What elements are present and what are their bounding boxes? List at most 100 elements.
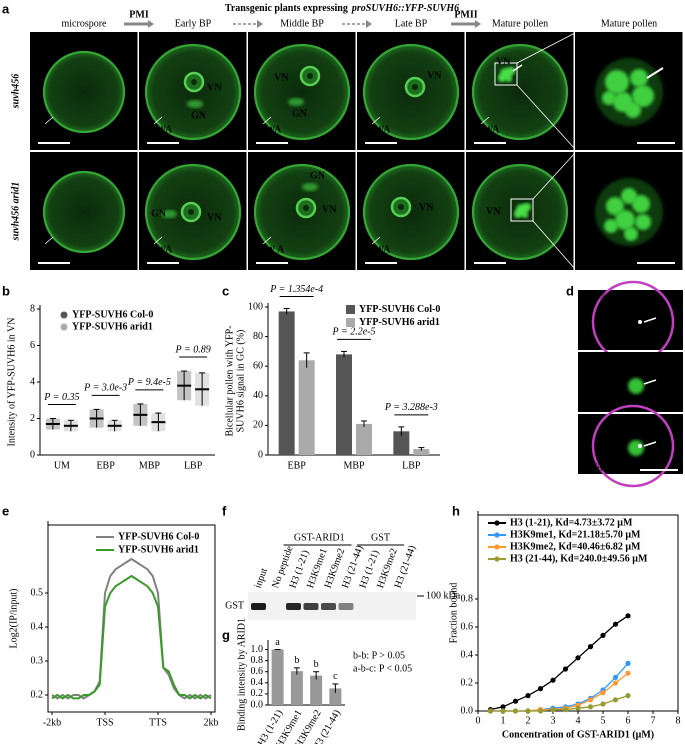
panel-label: f [222,503,227,518]
pointer-arrow [512,64,523,72]
legend-label: YFP-SUVH6 arid1 [118,544,199,555]
series-line [490,672,629,712]
title-text: Transgenic plants expressing [225,3,348,14]
wall-pointer [153,236,163,245]
y-tick-label: 0.2 [251,688,264,699]
bar [278,311,295,455]
yfp-nucleus [628,440,644,456]
y-tick-label: 60 [253,360,263,371]
bar [413,449,430,455]
nucleolus [303,205,309,211]
x-tick-label: 2 [526,715,531,726]
data-point [550,677,556,683]
pointer-arrow [646,67,664,79]
sample-size: n=315 [470,36,496,47]
rfp-cell [591,404,675,488]
panel-label: h [452,503,460,518]
pointer-arrow [643,441,657,447]
data-point [587,704,594,710]
data-point [600,690,606,696]
cell-label: CWA [367,244,391,255]
cell-label: VN [207,82,222,93]
column-header: Mature pollen [492,18,548,29]
panel-label: a [2,1,10,16]
data-point [500,708,506,714]
cell-label: GN [310,170,326,181]
panel-label: d [566,283,574,298]
legend-label: YFP-SUVH6 Col-0 [72,309,153,320]
nucleus-blob [602,91,616,105]
panel-label: e [2,503,9,518]
data-point [625,613,631,619]
group-label: GST-ARID1 [294,532,345,543]
row-label: suvh456 arid1 [10,182,21,242]
x-tick-label: 0 [476,715,481,726]
x-tick-label: LBP [184,460,203,471]
series-line [490,615,629,711]
p-value: P = 0.35 [43,392,79,403]
series-line [51,574,212,700]
nucleus-blob [514,210,522,218]
gel-band [251,603,266,610]
legend-swatch [346,318,355,327]
bar [329,688,342,705]
nucleus-blob [635,214,651,230]
pollen-cell [42,170,126,254]
wall-pointer [480,116,490,125]
cell-label: VN [496,56,511,67]
column-header: Middle BP [280,18,324,29]
nucleolus [191,79,197,85]
channel-label: Merge [617,428,643,439]
nucleus-blob [604,219,618,233]
column-header: Early BP [175,18,212,29]
data-point [587,697,594,703]
y-tick-label: 0.6 [251,666,264,677]
bar [336,354,352,455]
legend-label: H3 (1-21), Kd=4.73±3.72 μM [510,517,633,528]
column-header: Late BP [395,18,428,29]
generative-nucleus [302,183,318,191]
cell-label: GN [191,110,207,121]
significance-letter: a [275,637,280,648]
annotation: a-b-c: P < 0.05 [353,663,412,674]
legend-swatch [346,305,355,314]
cell-label: VN [274,72,289,83]
nucleolus [398,204,404,210]
nucleolus [307,73,313,79]
y-axis-title: Binding intensity by ARID1 [236,618,247,731]
transition-label: PMI [129,9,149,20]
significance-letter: c [333,671,338,682]
bar [356,423,372,455]
nucleus-blob [605,70,629,94]
wall-pointer [371,236,381,245]
x-tick-label: EBP [287,460,306,471]
data-point [587,644,594,650]
sample-size: n=217 [252,156,278,167]
data-point [525,693,531,699]
series-line [51,557,212,700]
nucleus-blob [522,212,528,218]
cell-label: VN [486,206,501,217]
arrow-head [148,20,154,28]
wall-pointer [153,116,163,125]
legend-label: H3K9me2, Kd=40.46±6.82 μM [510,541,641,552]
annotation: 94.7%, n=132 [581,291,637,302]
row-label: suvh456 [10,74,21,109]
nucleus-blob [615,210,635,230]
legend-label: YFP-SUVH6 Col-0 [118,531,199,542]
bar [271,649,284,705]
row-label: GST [225,600,244,611]
sample-size: n=262 [252,36,278,47]
y-tick-label: 0.3 [31,655,44,666]
zoom-line [532,152,576,200]
nucleus-blob [506,76,512,82]
wall-pointer [44,236,54,245]
y-axis-title: Intensity of YFP-SUVH6 in VN [6,318,17,447]
data-point [612,697,619,703]
y-tick-label: 6 [30,340,35,351]
cell-label: VN [207,212,222,223]
data-point [600,632,606,639]
x-tick-label: 3 [551,715,556,726]
sample-size: n=247 [143,36,169,47]
panel-label: b [2,283,10,298]
